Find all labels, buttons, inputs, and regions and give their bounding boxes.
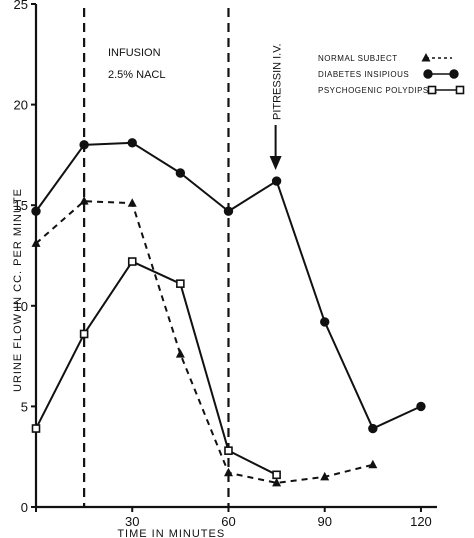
- series-line: [35, 200, 374, 484]
- series-layer: [31, 138, 426, 487]
- data-point-circle: [271, 176, 282, 186]
- y-tick-label: 20: [14, 98, 28, 113]
- x-ticks: 30 60 90 120: [35, 507, 432, 529]
- legend-marker-square: [427, 85, 437, 95]
- legend-marker-circle: [449, 69, 459, 79]
- data-point-triangle: [127, 198, 137, 207]
- legend-marker-square: [455, 85, 465, 95]
- data-point-triangle: [223, 467, 233, 477]
- data-point-square: [79, 329, 89, 339]
- y-axis-label: URINE FLOW IN CC. PER MINUTE: [12, 188, 24, 392]
- y-tick-label: 0: [21, 500, 28, 515]
- y-tick-label: 25: [14, 0, 28, 12]
- y-tick-label: 5: [21, 399, 28, 414]
- pitressin-label: PITRESSIN I.V.: [272, 43, 284, 120]
- series-square: [31, 257, 281, 480]
- legend-label: DIABETES INSIPIOUS: [318, 70, 409, 79]
- legend: NORMAL SUBJECT DIABETES INSIPIOUS PSYCHOGE…: [318, 53, 465, 95]
- data-point-triangle: [272, 477, 282, 487]
- data-point-circle: [320, 317, 330, 327]
- y-tick-label: 10: [14, 299, 28, 314]
- series-line: [35, 260, 278, 476]
- legend-label: NORMAL SUBJECT: [318, 54, 398, 63]
- data-point-triangle: [79, 196, 89, 205]
- data-point-square: [31, 424, 41, 433]
- series-triangle: [31, 196, 378, 487]
- y-ticks: 0 5 10 15 20 25: [14, 0, 36, 515]
- data-point-square: [224, 446, 233, 455]
- x-axis-label: TIME IN MINUTES: [117, 528, 225, 538]
- data-point-triangle: [320, 471, 330, 481]
- infusion-label: INFUSION: [108, 47, 161, 59]
- legend-marker-circle: [423, 69, 433, 79]
- data-point-circle: [368, 423, 378, 434]
- data-point-triangle: [175, 349, 185, 358]
- y-tick-label: 15: [14, 198, 28, 213]
- data-point-triangle: [31, 238, 41, 247]
- x-tick-label: 60: [221, 514, 235, 529]
- series-circle: [31, 138, 426, 434]
- data-point-square: [272, 470, 281, 480]
- data-point-circle: [175, 168, 186, 178]
- data-point-circle: [223, 206, 234, 216]
- data-point-circle: [127, 138, 137, 148]
- data-point-circle: [416, 401, 426, 412]
- pitressin-arrow-head: [269, 156, 282, 170]
- x-tick-label: 120: [410, 514, 432, 529]
- infusion-concentration-label: 2.5% NACL: [108, 69, 165, 81]
- legend-marker-triangle: [421, 53, 431, 62]
- legend-label: PSYCHOGENIC POLYDIPSIA: [318, 86, 437, 95]
- x-tick-label: 30: [125, 514, 139, 529]
- data-point-square: [127, 257, 137, 266]
- data-point-circle: [79, 140, 89, 150]
- data-point-square: [176, 279, 185, 288]
- x-tick-label: 90: [317, 514, 331, 529]
- data-point-triangle: [368, 459, 378, 469]
- vertical-reference-lines: [83, 8, 230, 507]
- data-point-circle: [31, 206, 41, 216]
